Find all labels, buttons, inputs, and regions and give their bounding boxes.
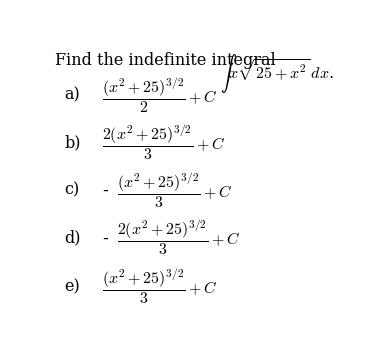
Text: $\int x\sqrt{25+x^2}\,dx$.: $\int x\sqrt{25+x^2}\,dx$. bbox=[220, 52, 334, 95]
Text: -: - bbox=[102, 183, 108, 198]
Text: a): a) bbox=[64, 87, 80, 104]
Text: b): b) bbox=[64, 134, 81, 151]
Text: $\dfrac{2(x^2+25)^{3/2}}{3}+C$: $\dfrac{2(x^2+25)^{3/2}}{3}+C$ bbox=[102, 123, 226, 162]
Text: -: - bbox=[102, 230, 108, 245]
Text: $\dfrac{(x^2+25)^{3/2}}{3}+C$: $\dfrac{(x^2+25)^{3/2}}{3}+C$ bbox=[117, 171, 233, 210]
Text: $\dfrac{(x^2+25)^{3/2}}{2}+C$: $\dfrac{(x^2+25)^{3/2}}{2}+C$ bbox=[102, 76, 218, 115]
Text: $\dfrac{(x^2+25)^{3/2}}{3}+C$: $\dfrac{(x^2+25)^{3/2}}{3}+C$ bbox=[102, 268, 218, 306]
Text: $\dfrac{2(x^2+25)^{3/2}}{3}+C$: $\dfrac{2(x^2+25)^{3/2}}{3}+C$ bbox=[117, 219, 241, 257]
Text: c): c) bbox=[64, 182, 79, 199]
Text: Find the indefinite integral: Find the indefinite integral bbox=[55, 52, 281, 69]
Text: d): d) bbox=[64, 229, 81, 246]
Text: e): e) bbox=[64, 278, 80, 295]
